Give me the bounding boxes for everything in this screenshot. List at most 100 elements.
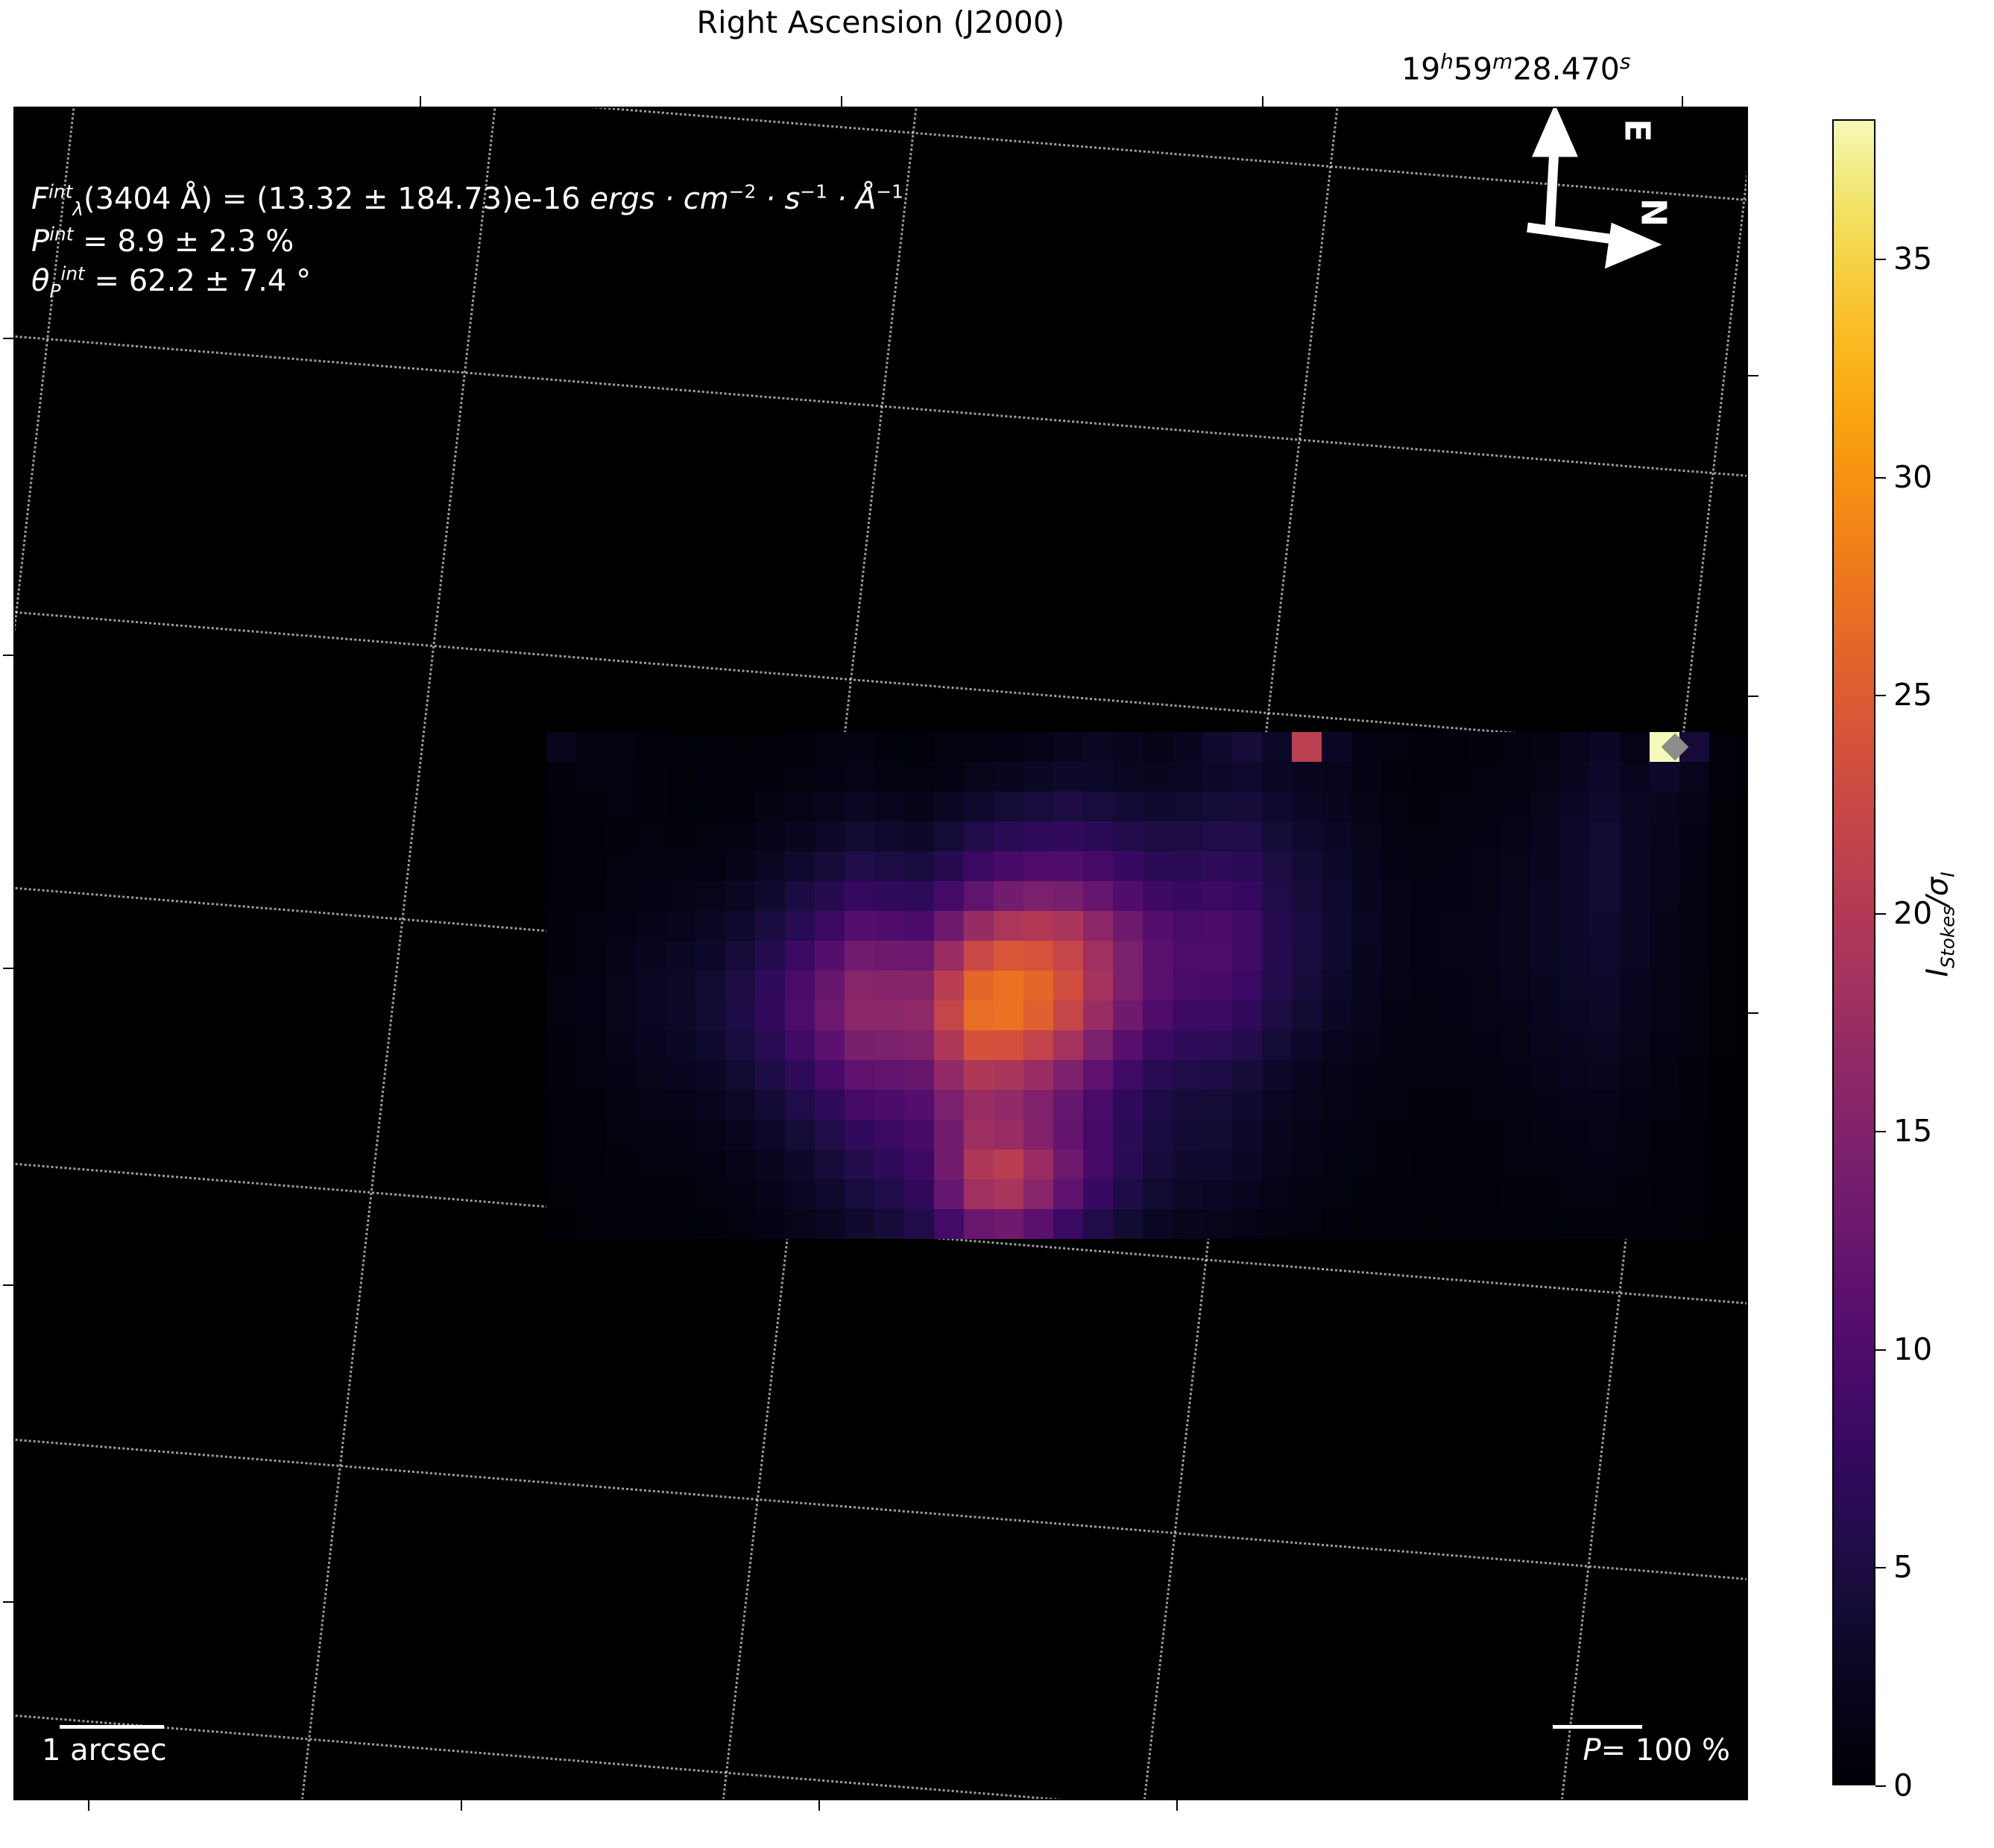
heatmap-pixel: [1292, 881, 1322, 911]
heatmap-pixel: [1560, 911, 1590, 941]
heatmap-pixel: [1709, 1090, 1739, 1120]
heatmap-pixel: [1083, 821, 1113, 851]
heatmap-pixel: [666, 971, 695, 1000]
heatmap-pixel: [1351, 1120, 1381, 1150]
heatmap-pixel: [576, 821, 606, 851]
heatmap-pixel: [1292, 971, 1322, 1000]
heatmap-pixel: [1292, 911, 1322, 941]
heatmap-pixel: [815, 1030, 845, 1060]
heatmap-pixel: [606, 821, 636, 851]
heatmap-pixel: [874, 1090, 904, 1120]
axis-tick: [1748, 375, 1758, 376]
heatmap-pixel: [725, 1000, 755, 1030]
heatmap-pixel: [695, 881, 725, 911]
heatmap-pixel: [725, 971, 755, 1000]
heatmap-pixel: [725, 732, 755, 762]
heatmap-pixel: [1471, 911, 1501, 941]
axis-tick: [88, 1800, 89, 1811]
heatmap-pixel: [1501, 1179, 1530, 1209]
heatmap-pixel: [815, 1120, 845, 1150]
heatmap-pixel: [1083, 911, 1113, 941]
heatmap-pixel: [1351, 851, 1381, 881]
heatmap-pixel: [1530, 821, 1560, 851]
heatmap-pixel: [904, 1179, 934, 1209]
heatmap-pixel: [546, 1209, 576, 1239]
heatmap-pixel: [1739, 1000, 1747, 1030]
heatmap-pixel: [1113, 732, 1143, 762]
heatmap-pixel: [1023, 762, 1053, 792]
heatmap-pixel: [785, 881, 815, 911]
heatmap-pixel: [546, 911, 576, 941]
heatmap-pixel: [606, 1060, 636, 1090]
heatmap-pixel: [1113, 1120, 1143, 1150]
heatmap-pixel: [1232, 881, 1262, 911]
heatmap-pixel: [1709, 941, 1739, 971]
heatmap-pixel: [1381, 1120, 1411, 1150]
heatmap-pixel: [755, 821, 785, 851]
heatmap-pixel: [815, 821, 845, 851]
heatmap-pixel: [755, 851, 785, 881]
heatmap-pixel: [1441, 1060, 1471, 1090]
heatmap-pixel: [1083, 1179, 1113, 1209]
heatmap-pixel: [1709, 1030, 1739, 1060]
heatmap-pixel: [725, 941, 755, 971]
heatmap-pixel: [1322, 762, 1351, 792]
heatmap-pixel: [1501, 941, 1530, 971]
heatmap-pixel: [695, 1209, 725, 1239]
heatmap-pixel: [874, 762, 904, 792]
heatmap-pixel: [1351, 821, 1381, 851]
heatmap-pixel: [934, 1000, 964, 1030]
heatmap-pixel: [1351, 971, 1381, 1000]
heatmap-pixel: [1053, 1030, 1083, 1060]
heatmap-pixel: [1679, 911, 1709, 941]
heatmap-pixel: [1232, 1000, 1262, 1030]
heatmap-pixel: [904, 971, 934, 1000]
heatmap-pixel: [725, 851, 755, 881]
heatmap-pixel: [1739, 1060, 1747, 1090]
heatmap-pixel: [606, 941, 636, 971]
heatmap-pixel: [1441, 762, 1471, 792]
colorbar[interactable]: 0 5 10 15 20 25 30 35: [1832, 119, 1932, 1803]
heatmap-pixel: [1679, 1209, 1709, 1239]
heatmap-pixel: [1441, 1209, 1471, 1239]
heatmap-pixel: [964, 1209, 994, 1239]
heatmap-pixel: [1471, 1090, 1501, 1120]
colorbar-tick: [1875, 1785, 1886, 1787]
heatmap-pixel: [1620, 1060, 1650, 1090]
heatmap-pixel: [1322, 851, 1351, 881]
heatmap-pixel: [695, 1090, 725, 1120]
heatmap-pixel: [964, 1179, 994, 1209]
heatmap-pixel: [1053, 762, 1083, 792]
heatmap-pixel: [874, 1120, 904, 1150]
heatmap-pixel: [576, 1179, 606, 1209]
colorbar-tick: [1875, 1567, 1886, 1569]
heatmap-pixel: [1679, 821, 1709, 851]
heatmap-pixel: [1173, 1060, 1202, 1090]
heatmap-pixel: [1411, 851, 1441, 881]
heatmap-pixel: [1471, 941, 1501, 971]
heatmap-pixel: [845, 762, 874, 792]
heatmap-pixel: [1590, 1000, 1620, 1030]
heatmap-pixel: [1023, 881, 1053, 911]
heatmap-pixel: [606, 1209, 636, 1239]
heatmap-pixel: [1053, 881, 1083, 911]
heatmap-pixel: [1351, 881, 1381, 911]
heatmap-pixel: [1650, 971, 1679, 1000]
axis-tick: [841, 96, 842, 107]
heatmap-pixel: [1173, 762, 1202, 792]
heatmap-pixel: [904, 941, 934, 971]
heatmap-pixel: [725, 1150, 755, 1179]
heatmap-pixel: [785, 971, 815, 1000]
heatmap-pixel: [785, 1090, 815, 1120]
heatmap-pixel: [815, 941, 845, 971]
heatmap-pixel: [1351, 1000, 1381, 1030]
heatmap-pixel: [636, 971, 666, 1000]
heatmap-pixel: [815, 911, 845, 941]
heatmap-pixel: [1083, 881, 1113, 911]
sky-image-panel[interactable]: Fintλ(3404 Å) = (13.32 ± 184.73)e-16 erg…: [13, 107, 1748, 1800]
heatmap-pixel: [994, 881, 1023, 911]
heatmap-pixel: [636, 1120, 666, 1150]
heatmap-pixel: [636, 762, 666, 792]
heatmap-pixel: [994, 1179, 1023, 1209]
heatmap-pixel: [1292, 1209, 1322, 1239]
